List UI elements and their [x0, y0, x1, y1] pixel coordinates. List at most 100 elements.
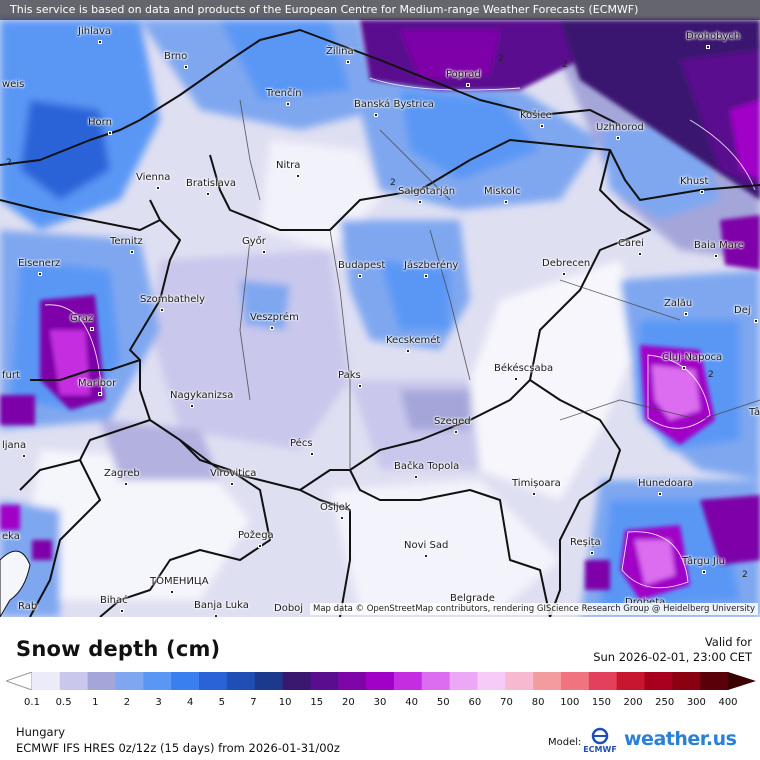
city-marker [562, 272, 566, 276]
city-marker [714, 254, 718, 258]
scale-tick-label: 400 [718, 697, 738, 708]
city-marker [638, 252, 642, 256]
scale-segment [477, 672, 506, 690]
city-label: Graz [70, 313, 94, 324]
city-marker [700, 190, 704, 194]
snow-field-layer [0, 0, 760, 617]
city-marker [340, 516, 344, 520]
scale-tick-label: 1 [92, 697, 99, 708]
valid-label: Valid for [704, 635, 752, 649]
city-label: Khust [680, 176, 709, 187]
city-label: Debrecen [542, 258, 591, 269]
valid-time: Valid for Sun 2026-02-01, 23:00 CET [593, 635, 752, 665]
city-marker [454, 430, 458, 434]
scale-tick-label: 10 [278, 697, 292, 708]
city-marker [504, 200, 508, 204]
city-label: Zalău [664, 298, 693, 309]
weather-us-logo[interactable]: weather.us [624, 728, 737, 750]
city-label: Szeged [434, 416, 471, 427]
scale-low-arrow [6, 672, 33, 690]
city-label: Banja Luka [194, 600, 249, 611]
scale-segment [171, 672, 200, 690]
city-label: Žilina [326, 46, 354, 57]
city-label: ТОМЕНИЦА [150, 576, 209, 587]
ecmwf-logo-icon: ECMWF [583, 727, 617, 754]
city-marker [98, 40, 102, 44]
scale-tick-label: 200 [623, 697, 643, 708]
scale-segment [421, 672, 451, 690]
city-marker [214, 614, 218, 617]
contour-label: 2 [742, 570, 748, 580]
valid-datetime: Sun 2026-02-01, 23:00 CET [593, 650, 752, 664]
scale-segment [560, 672, 590, 690]
scale-tick-label: 20 [341, 697, 355, 708]
scale-tick-label: 150 [591, 697, 611, 708]
city-marker [702, 570, 706, 574]
scale-tick-label: 250 [655, 697, 675, 708]
scale-tick-label: 300 [686, 697, 706, 708]
city-label: weis [2, 79, 25, 90]
scale-segment [644, 672, 673, 690]
city-label: Virovitica [210, 468, 257, 479]
scale-segment [338, 672, 367, 690]
city-marker [616, 136, 620, 140]
city-label: Zagreb [104, 468, 140, 479]
city-marker [206, 192, 210, 196]
city-label: Salgótarján [398, 186, 456, 197]
scale-segment [366, 672, 395, 690]
city-marker [540, 124, 544, 128]
city-label: Paks [338, 370, 361, 381]
city-label: Kecskemét [386, 335, 441, 346]
scale-segment [32, 672, 61, 690]
ecmwf-notice: This service is based on data and produc… [0, 0, 760, 20]
city-label: furt [2, 370, 20, 381]
scale-tick-label: 50 [436, 697, 450, 708]
city-marker [358, 384, 362, 388]
color-scale-bar [6, 672, 756, 690]
contour-label: 2 [6, 158, 12, 168]
city-label: Belgrade [450, 593, 495, 604]
city-marker [590, 551, 594, 555]
model-label: Model: [548, 737, 582, 748]
city-label: Tâ [749, 407, 760, 418]
city-marker [270, 326, 274, 330]
city-label: Reșița [570, 537, 601, 548]
region-name: Hungary [16, 725, 66, 739]
city-marker [424, 554, 428, 558]
city-label: Győr [242, 236, 266, 247]
city-marker [418, 200, 422, 204]
city-marker [406, 349, 410, 353]
city-label: Baia Mare [694, 240, 744, 251]
city-label: Osijek [320, 502, 351, 513]
scale-tick-label: 2 [123, 697, 131, 708]
city-label: Košice [520, 110, 552, 121]
city-label: Veszprém [250, 312, 299, 323]
scale-tick-label: 3 [155, 697, 162, 708]
legend-title: Snow depth (cm) [16, 637, 221, 661]
city-marker [466, 83, 470, 87]
city-label: Jászberény [404, 260, 459, 271]
city-marker [706, 45, 710, 49]
scale-segment [143, 672, 172, 690]
scale-tick-label: 80 [531, 697, 545, 708]
scale-tick-label: 7 [250, 697, 257, 708]
contour-label: 2 [390, 178, 396, 188]
snow-depth-map[interactable]: This service is based on data and produc… [0, 0, 760, 617]
scale-ticks: 0.1 0.5 1 2 3 4 5 7 10 15 20 30 40 50 60 70 80 100 150 200 2… [0, 697, 760, 711]
scale-segment [199, 672, 228, 690]
city-label: Târgu Jiu [682, 556, 725, 567]
scale-segment [254, 672, 284, 690]
scale-tick-label: 5 [218, 697, 225, 708]
city-marker [358, 274, 362, 278]
city-label: ljana [2, 440, 27, 451]
scale-tick-label: 60 [468, 697, 482, 708]
scale-segment [282, 672, 311, 690]
city-label: Bratislava [186, 178, 236, 189]
city-marker [658, 492, 662, 496]
city-marker [514, 377, 518, 381]
city-marker [286, 102, 290, 106]
city-marker [90, 327, 94, 331]
city-label: Békéscsaba [494, 363, 554, 374]
scale-tick-label: 40 [405, 697, 418, 708]
city-marker [108, 131, 112, 135]
